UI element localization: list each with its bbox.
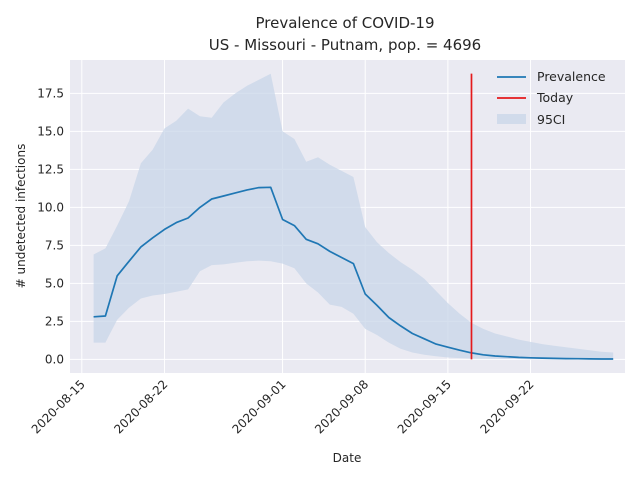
legend: Prevalence Today 95CI xyxy=(497,69,606,127)
y-axis-label: # undetected infections xyxy=(14,144,28,289)
x-tick-label: 2020-08-22 xyxy=(111,377,170,436)
x-axis-label: Date xyxy=(333,451,362,465)
ci-band xyxy=(93,73,614,360)
x-tick-label: 2020-08-15 xyxy=(29,377,88,436)
chart-subtitle: US - Missouri - Putnam, pop. = 4696 xyxy=(209,36,481,54)
y-tick-label: 7.5 xyxy=(45,238,64,252)
x-tick-label: 2020-09-01 xyxy=(229,377,288,436)
y-tick-labels: 0.0 2.5 5.0 7.5 10.0 12.5 15.0 17.5 xyxy=(37,86,64,366)
x-tick-label: 2020-09-22 xyxy=(477,377,536,436)
y-tick-label: 17.5 xyxy=(37,86,64,100)
legend-today-label: Today xyxy=(536,90,574,105)
x-tick-label: 2020-09-08 xyxy=(312,377,371,436)
x-tick-labels: 2020-08-15 2020-08-22 2020-09-01 2020-09-08… xyxy=(29,377,537,436)
chart-title: Prevalence of COVID-19 xyxy=(255,14,434,32)
prevalence-line-group xyxy=(93,186,614,360)
ci-band-group xyxy=(93,73,614,360)
legend-ci-swatch xyxy=(497,114,526,124)
y-tick-label: 15.0 xyxy=(37,124,64,138)
x-tick-label: 2020-09-15 xyxy=(395,377,454,436)
y-tick-label: 12.5 xyxy=(37,162,64,176)
prevalence-line xyxy=(93,186,614,360)
y-tick-label: 10.0 xyxy=(37,200,64,214)
legend-prevalence-label: Prevalence xyxy=(537,69,606,84)
legend-ci-label: 95CI xyxy=(537,112,565,127)
y-tick-label: 0.0 xyxy=(45,352,64,366)
y-tick-label: 5.0 xyxy=(45,276,64,290)
y-tick-label: 2.5 xyxy=(45,314,64,328)
